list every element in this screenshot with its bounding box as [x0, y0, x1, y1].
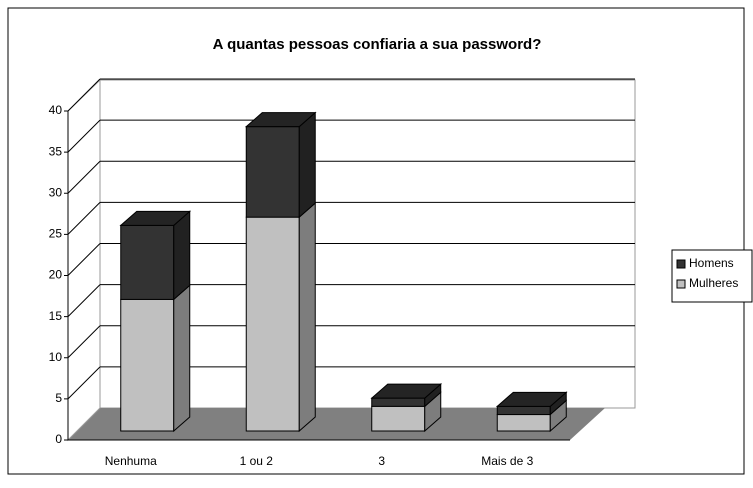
x-tick-label: 1 ou 2	[240, 454, 274, 468]
bar	[245, 216, 300, 432]
bar-side	[298, 202, 316, 433]
y-tick-label: 40	[49, 103, 63, 117]
bar-top	[244, 112, 317, 128]
legend-swatch	[676, 259, 686, 269]
y-tick-label: 5	[55, 391, 62, 405]
x-tick-label: Mais de 3	[481, 454, 533, 468]
grid-line	[67, 119, 101, 153]
legend	[671, 249, 753, 303]
x-tick-label: Nenhuma	[105, 454, 157, 468]
bar-side	[173, 210, 191, 301]
floor	[68, 408, 605, 440]
legend-swatch	[676, 279, 686, 289]
bar	[371, 397, 426, 407]
bar-top	[119, 210, 192, 226]
x-tick-label: 3	[378, 454, 385, 468]
bar-top	[495, 391, 568, 407]
bar	[120, 224, 175, 300]
grid-line	[67, 78, 101, 112]
bar	[496, 405, 551, 416]
y-tick-label: 15	[49, 309, 63, 323]
bar-side	[298, 111, 316, 219]
bar-top	[370, 383, 443, 399]
chart-title: A quantas pessoas confiaria a sua passwo…	[213, 36, 542, 53]
grid-line	[67, 325, 101, 359]
legend-label: Mulheres	[689, 276, 738, 290]
bar-side	[173, 284, 191, 433]
y-tick-label: 30	[49, 185, 63, 199]
grid-line	[67, 366, 101, 400]
y-tick-label: 10	[49, 350, 63, 364]
bar	[120, 298, 175, 432]
grid-line	[67, 243, 101, 276]
y-tick-label: 20	[49, 268, 63, 282]
y-tick-label: 0	[55, 432, 62, 446]
y-tick-label: 35	[49, 144, 63, 158]
bar	[371, 405, 426, 432]
grid-line	[67, 284, 101, 317]
bar	[496, 414, 551, 432]
legend-label: Homens	[689, 256, 734, 270]
y-tick-label: 25	[49, 227, 63, 241]
grid-line	[67, 202, 101, 235]
bar	[245, 126, 300, 218]
grid-line	[67, 160, 101, 194]
